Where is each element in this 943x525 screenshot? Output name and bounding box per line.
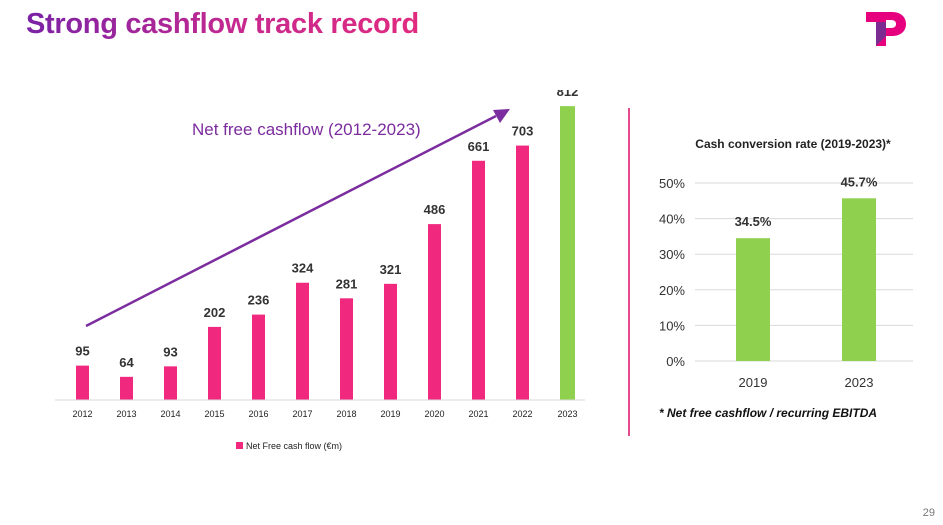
x-tick-2015: 2015 — [204, 409, 224, 419]
x-tick-2016: 2016 — [248, 409, 268, 419]
data-label-2017: 324 — [292, 261, 314, 276]
x-tick-2018: 2018 — [336, 409, 356, 419]
trend-arrow — [85, 114, 497, 328]
page-number: 29 — [922, 507, 935, 519]
x-tick-2014: 2014 — [160, 409, 180, 419]
data-label-2013: 64 — [119, 355, 134, 370]
x-tick-2020: 2020 — [424, 409, 444, 419]
chart-annotation: Net free cashflow (2012-2023) — [192, 120, 421, 139]
y-tick-label: 50% — [659, 176, 685, 191]
net-free-cashflow-chart: 95 64 93 202 236 324 281 321 486 661 703 812 2012 20… — [55, 90, 585, 451]
bar-2021 — [472, 160, 485, 400]
x-tick-2023: 2023 — [557, 409, 577, 419]
x-tick-2019: 2019 — [380, 409, 400, 419]
data-label-2023: 812 — [557, 90, 579, 99]
data-label-2023: 45.7% — [841, 174, 878, 189]
bar-2018 — [340, 298, 353, 400]
data-label-2016: 236 — [248, 293, 270, 308]
section-divider — [628, 108, 630, 436]
data-label-2022: 703 — [512, 124, 534, 139]
bar-2015 — [208, 326, 221, 400]
legend-label: Net Free cash flow (€m) — [246, 441, 342, 451]
x-tick-2022: 2022 — [512, 409, 532, 419]
data-label-2018: 281 — [336, 276, 358, 291]
page-title: Strong cashflow track record — [26, 8, 419, 40]
data-label-2019: 34.5% — [735, 214, 772, 229]
legend-swatch — [236, 442, 243, 449]
trend-arrow-head — [493, 109, 510, 123]
bar-2023 — [842, 198, 876, 361]
x-tick-2012: 2012 — [72, 409, 92, 419]
x-tick-2023: 2023 — [845, 375, 874, 390]
data-label-2012: 95 — [75, 344, 89, 359]
bar-2014 — [164, 366, 177, 400]
bar-2016 — [252, 314, 265, 400]
x-tick-2019: 2019 — [739, 375, 768, 390]
x-tick-2017: 2017 — [292, 409, 312, 419]
data-label-2014: 93 — [163, 344, 177, 359]
bar-2023 — [560, 106, 575, 400]
y-tick-label: 20% — [659, 283, 685, 298]
y-tick-label: 0% — [666, 354, 685, 369]
x-tick-2013: 2013 — [116, 409, 136, 419]
chart-title: Cash conversion rate (2019-2023)* — [695, 137, 891, 151]
y-tick-label: 30% — [659, 247, 685, 262]
tp-logo-icon — [866, 12, 906, 46]
bar-2017 — [296, 282, 309, 400]
data-label-2020: 486 — [424, 202, 446, 217]
footnote: * Net free cashflow / recurring EBITDA — [659, 406, 878, 420]
bar-2019 — [736, 238, 770, 361]
data-label-2015: 202 — [204, 305, 226, 320]
x-tick-2021: 2021 — [468, 409, 488, 419]
y-tick-label: 40% — [659, 212, 685, 227]
bar-2012 — [76, 365, 89, 400]
y-tick-label: 10% — [659, 318, 685, 333]
bar-2020 — [428, 224, 441, 400]
cash-conversion-chart: Cash conversion rate (2019-2023)* 0% 10% 2… — [659, 137, 913, 390]
data-label-2019: 321 — [380, 262, 402, 277]
bar-2019 — [384, 283, 397, 400]
bar-2022 — [516, 145, 529, 400]
bar-2013 — [120, 376, 133, 400]
data-label-2021: 661 — [468, 139, 490, 154]
